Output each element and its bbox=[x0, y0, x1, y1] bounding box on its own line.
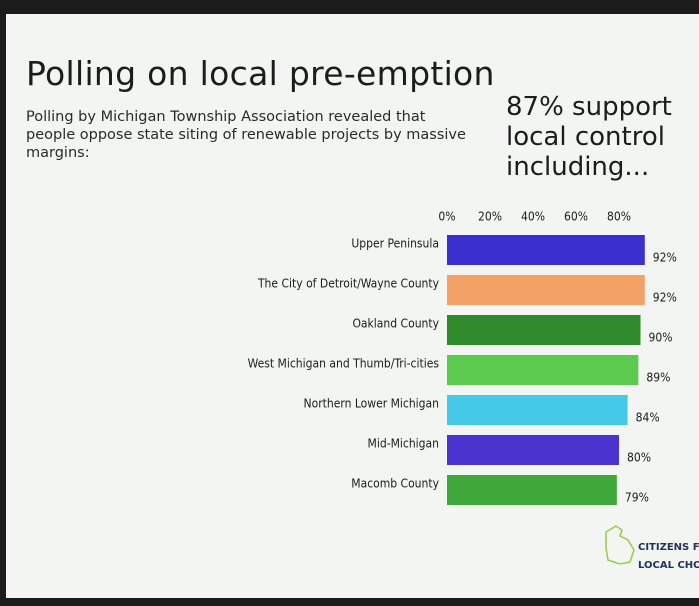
bar bbox=[447, 275, 645, 305]
slide: Polling on local pre-emption Polling by … bbox=[6, 14, 699, 598]
logo-map bbox=[606, 526, 634, 564]
x-tick-label: 40% bbox=[521, 210, 545, 224]
value-label: 92% bbox=[653, 251, 677, 265]
logo-text: CITIZENS FO bbox=[638, 542, 699, 553]
value-label: 84% bbox=[636, 411, 660, 425]
category-label: The City of Detroit/Wayne County bbox=[257, 277, 440, 291]
category-label: Oakland County bbox=[352, 317, 439, 331]
logo-text: LOCAL CHO bbox=[638, 560, 699, 571]
bar bbox=[447, 235, 645, 265]
value-label: 79% bbox=[625, 491, 649, 505]
category-label: West Michigan and Thumb/Tri-cities bbox=[248, 357, 440, 371]
bar bbox=[447, 475, 617, 505]
x-tick-label: 20% bbox=[478, 210, 502, 224]
chart: 0% 20% 40% 60% 80% Upper Peninsula 92% The City… bbox=[6, 14, 699, 598]
bar bbox=[447, 395, 628, 425]
category-label: Upper Peninsula bbox=[351, 237, 439, 251]
value-label: 80% bbox=[627, 451, 651, 465]
bar bbox=[447, 355, 638, 385]
page: {"chart_data": { "type": "bar", "orienta… bbox=[0, 0, 699, 606]
value-label: 89% bbox=[646, 371, 670, 385]
category-label: Mid-Michigan bbox=[368, 437, 439, 451]
value-label: 90% bbox=[649, 331, 673, 345]
category-label: Macomb County bbox=[351, 477, 439, 491]
x-tick-label: 60% bbox=[564, 210, 588, 224]
category-label: Northern Lower Michigan bbox=[304, 397, 439, 411]
bar bbox=[447, 315, 641, 345]
bar bbox=[447, 435, 619, 465]
x-tick-label: 0% bbox=[438, 210, 455, 224]
value-label: 92% bbox=[653, 291, 677, 305]
x-tick-label: 80% bbox=[607, 210, 631, 224]
